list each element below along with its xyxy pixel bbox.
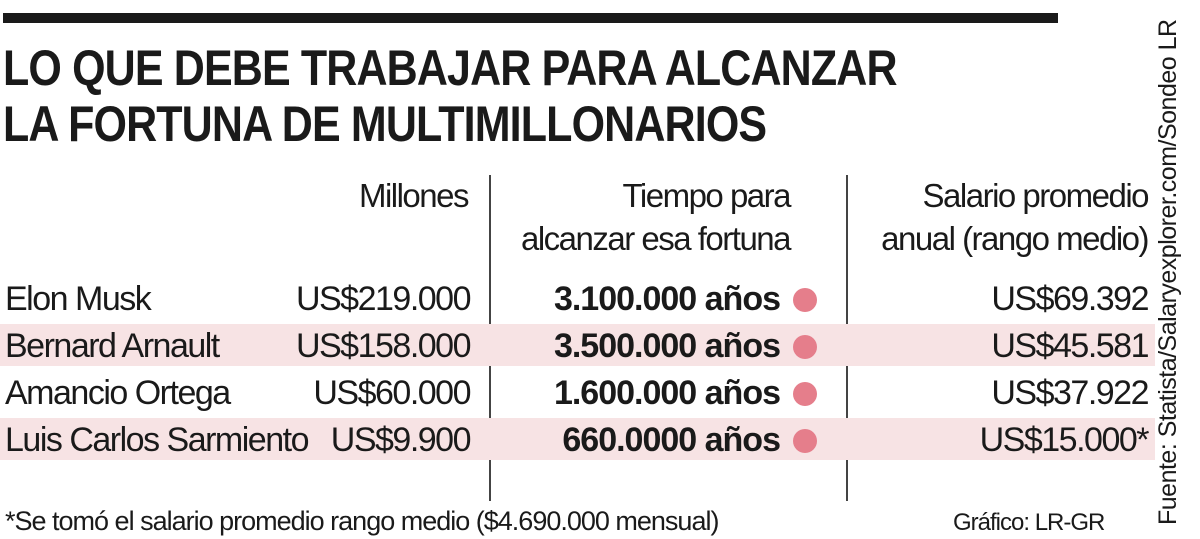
salary-value: US$15.000* <box>979 421 1150 459</box>
salary-value: US$45.581 <box>991 327 1149 365</box>
bullet-dot-icon <box>793 429 817 453</box>
header-time-line-2: alcanzar esa fortuna <box>520 220 792 257</box>
time-value: 3.100.000 años <box>553 280 781 318</box>
fortune-value: US$60.000 <box>313 374 471 412</box>
header-salary-line-2: anual (rango medio) <box>881 220 1149 257</box>
row-band <box>0 324 1155 366</box>
fortune-value: US$9.900 <box>330 421 472 459</box>
header-fortune: Millones <box>358 177 470 214</box>
fortune-value: US$219.000 <box>295 280 472 318</box>
time-value: 1.600.000 años <box>553 374 781 412</box>
header-time-line-1: Tiempo para <box>622 177 791 214</box>
salary-value: US$37.922 <box>991 374 1149 412</box>
salary-value: US$69.392 <box>991 280 1149 318</box>
time-value: 660.0000 años <box>562 421 781 459</box>
billionaire-name: Amancio Ortega <box>5 374 231 412</box>
title-line-1: LO QUE DEBE TRABAJAR PARA ALCANZAR <box>3 40 898 96</box>
graphic-credit: Gráfico: LR-GR <box>953 509 1105 536</box>
billionaire-name: Bernard Arnault <box>5 327 220 365</box>
title-line-2: LA FORTUNA DE MULTIMILLONARIOS <box>3 96 767 152</box>
time-value: 3.500.000 años <box>553 327 781 365</box>
bullet-dot-icon <box>793 288 817 312</box>
footnote: *Se tomó el salario promedio rango medio… <box>5 506 719 536</box>
header-salary-line-1: Salario promedio <box>922 177 1150 214</box>
bullet-dot-icon <box>793 335 817 359</box>
fortune-value: US$158.000 <box>295 327 472 365</box>
billionaire-name: Luis Carlos Sarmiento <box>5 421 309 459</box>
row-band <box>0 418 1155 460</box>
bullet-dot-icon <box>793 382 817 406</box>
billionaire-name: Elon Musk <box>5 280 152 318</box>
chart-title: LO QUE DEBE TRABAJAR PARA ALCANZAR LA FO… <box>3 40 949 152</box>
top-rule <box>3 13 1058 23</box>
